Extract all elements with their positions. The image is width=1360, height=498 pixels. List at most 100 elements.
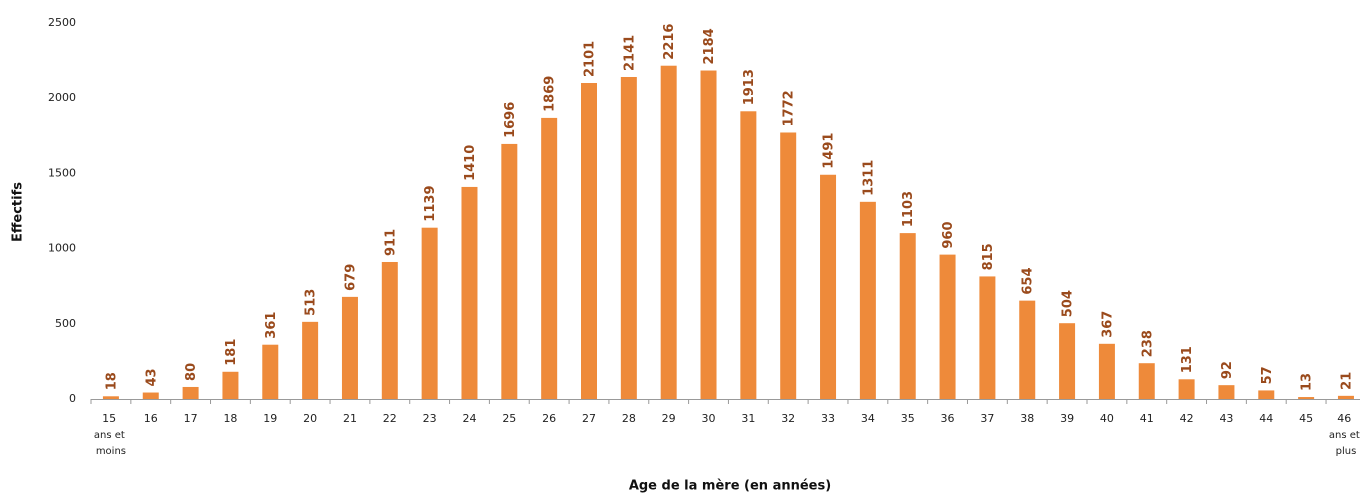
bar [780,132,797,399]
x-tick-label: 26 [542,412,556,425]
value-label: 960 [941,221,956,248]
bar [1098,343,1115,399]
bar [1258,390,1275,399]
bar [1138,363,1155,399]
x-tick-label: 15 ans et moins [94,412,128,457]
bar [1019,300,1036,399]
y-tick-label: 1000 [48,242,76,255]
x-tick-label: 32 [781,412,795,425]
y-tick-label: 2500 [48,16,76,29]
x-tick-label: 23 [423,412,437,425]
bar [1337,395,1354,399]
value-label: 1491 [822,133,837,169]
value-label: 1913 [742,69,757,105]
x-tick-label: 38 [1020,412,1034,425]
x-tick-label: 33 [821,412,835,425]
x-tick-label: 17 [184,412,198,425]
bar [421,227,438,399]
x-tick-label: 29 [662,412,676,425]
value-label: 1772 [782,90,797,126]
x-tick-label: 18 [223,412,237,425]
bar [1218,385,1235,399]
value-label: 2184 [702,28,717,64]
bar [660,65,677,400]
bar [341,296,358,399]
bar [899,233,916,399]
bar [501,143,518,399]
x-tick-label: 27 [582,412,596,425]
x-tick-label: 43 [1219,412,1233,425]
x-tick-label: 34 [861,412,875,425]
x-tick-label: 35 [901,412,915,425]
value-label: 1696 [503,102,518,138]
x-tick-label: 21 [343,412,357,425]
value-label: 57 [1260,366,1275,384]
bar [620,76,637,400]
value-label: 1869 [543,76,558,112]
bar [820,174,837,399]
bar [142,392,159,399]
value-label: 1410 [463,145,478,181]
bar [1298,397,1315,399]
y-tick-label: 2000 [48,91,76,104]
value-label: 679 [343,264,358,291]
bar [1178,379,1195,399]
value-label: 513 [304,289,319,316]
value-label: 43 [144,368,159,386]
value-label: 361 [264,312,279,339]
x-axis-title: Age de la mère (en années) [629,479,831,494]
x-tick-label: 39 [1060,412,1074,425]
y-tick-label: 1500 [48,166,76,179]
x-tick-label: 46 ans et plus [1329,412,1360,457]
bar [461,186,478,399]
value-label: 21 [1339,372,1354,390]
value-label: 18 [104,372,119,390]
value-label: 80 [184,363,199,381]
x-tick-label: 40 [1100,412,1114,425]
x-tick-label: 31 [741,412,755,425]
x-tick-label: 36 [941,412,955,425]
x-tick-label: 45 [1299,412,1313,425]
bar [262,344,279,399]
x-tick-label: 41 [1140,412,1154,425]
x-tick-label: 16 [144,412,158,425]
value-label: 1311 [861,160,876,196]
value-label: 181 [224,339,239,366]
value-label: 2101 [583,41,598,77]
value-label: 131 [1180,346,1195,373]
bar [859,201,876,399]
bar [740,111,757,400]
bar [581,83,597,400]
value-label: 92 [1220,361,1235,379]
x-tick-label: 24 [462,412,476,425]
x-tick-label: 44 [1259,412,1273,425]
bar [102,396,119,399]
value-label: 815 [981,243,996,270]
y-tick-label: 0 [69,392,76,405]
x-tick-label: 30 [702,412,716,425]
bar [541,117,558,399]
y-tick-label: 500 [55,317,76,330]
value-label: 2141 [622,35,637,71]
value-label: 911 [383,229,398,256]
value-label: 1103 [901,191,916,227]
value-label: 238 [1140,330,1155,357]
x-tick-label: 37 [980,412,994,425]
value-label: 367 [1100,311,1115,338]
value-label: 13 [1300,373,1315,391]
x-tick-label: 20 [303,412,317,425]
bar [700,70,717,399]
x-tick-label: 19 [263,412,277,425]
value-label: 2216 [662,24,677,60]
x-tick-label: 22 [383,412,397,425]
y-axis-title: Effectifs [11,182,26,242]
x-tick-label: 25 [502,412,516,425]
value-label: 504 [1061,290,1076,317]
bar [1059,323,1076,399]
bar [381,261,398,399]
bar [302,321,319,399]
x-tick-label: 42 [1180,412,1194,425]
x-tick-label: 28 [622,412,636,425]
value-label: 654 [1021,267,1036,294]
